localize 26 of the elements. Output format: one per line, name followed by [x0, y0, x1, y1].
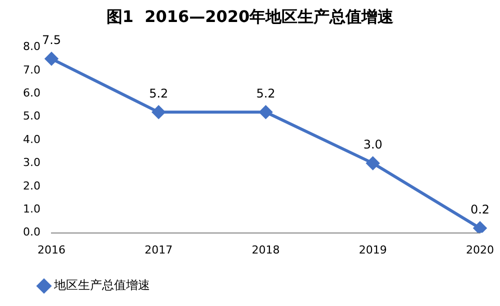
x-tick-label: 2017 [144, 243, 173, 256]
y-tick-label: 5.0 [22, 110, 40, 123]
y-tick-label: 6.0 [22, 86, 40, 100]
data-label: 7.5 [42, 32, 62, 47]
y-tick-label: 2.0 [22, 179, 40, 192]
point [259, 106, 272, 119]
data-label: 0.2 [470, 202, 490, 216]
x-tick-label: 2020 [466, 243, 494, 256]
y-tick-label: 0.0 [22, 226, 40, 239]
y-tick-label: 7.0 [22, 63, 40, 76]
x-tick-label: 2018 [252, 243, 280, 256]
x-tick-label: 2019 [358, 243, 387, 256]
point [366, 156, 380, 170]
data-label: 5.2 [149, 86, 168, 100]
y-tick-label: 3.0 [22, 156, 40, 170]
data-label: 3.0 [363, 137, 382, 152]
x-tick-label: 2016 [37, 243, 66, 256]
chart-title: 图1 2016—2020年地区生产总值增速 [106, 6, 395, 26]
point [152, 106, 166, 119]
point [474, 222, 486, 233]
data-label: 5.2 [256, 86, 276, 100]
point [44, 52, 58, 66]
y-tick-label: 4.0 [22, 132, 40, 146]
y-tick-label: 1.0 [22, 202, 40, 216]
legend-label: 地区生产总值增速 [53, 278, 150, 292]
y-tick-label: 8.0 [22, 40, 40, 54]
